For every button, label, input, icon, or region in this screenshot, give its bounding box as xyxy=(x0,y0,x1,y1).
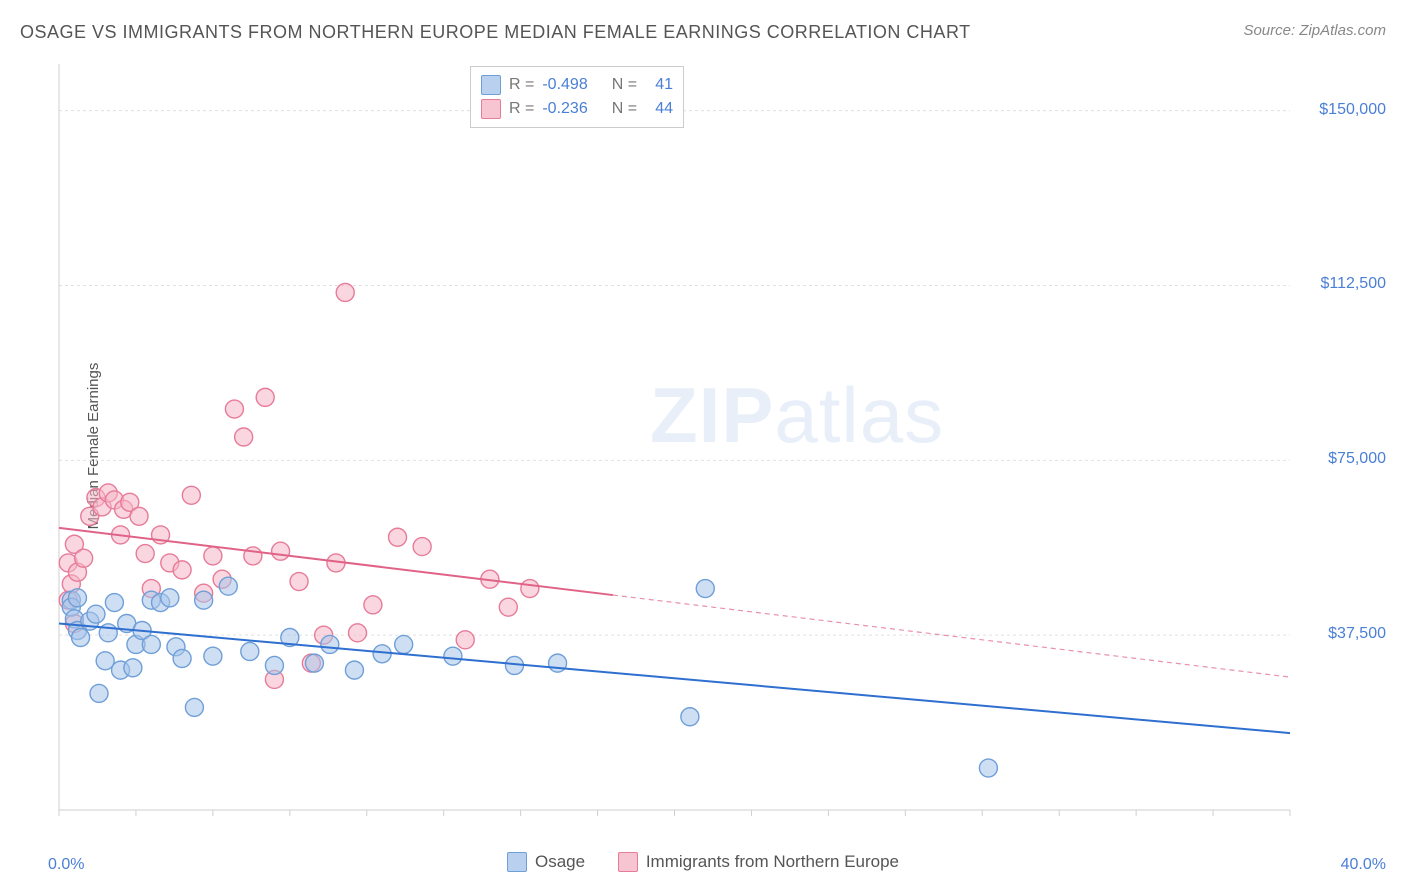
chart-title: OSAGE VS IMMIGRANTS FROM NORTHERN EUROPE… xyxy=(20,22,971,43)
r-label: R = xyxy=(509,73,534,97)
r-value-immigrants: -0.236 xyxy=(542,97,587,121)
swatch-immigrants xyxy=(481,99,501,119)
correlation-row-immigrants: R = -0.236 N = 44 xyxy=(481,97,673,121)
y-tick-label: $75,000 xyxy=(1328,450,1386,468)
r-value-osage: -0.498 xyxy=(542,73,587,97)
scatter-plot-svg xyxy=(55,62,1390,840)
y-tick-label: $37,500 xyxy=(1328,625,1386,643)
n-value-osage: 41 xyxy=(645,73,673,97)
legend-swatch-immigrants xyxy=(618,852,638,872)
correlation-row-osage: R = -0.498 N = 41 xyxy=(481,73,673,97)
n-label: N = xyxy=(612,73,637,97)
legend-label-osage: Osage xyxy=(535,852,585,872)
correlation-box: R = -0.498 N = 41 R = -0.236 N = 44 xyxy=(470,66,684,128)
legend-label-immigrants: Immigrants from Northern Europe xyxy=(646,852,899,872)
legend-swatch-osage xyxy=(507,852,527,872)
source-attribution: Source: ZipAtlas.com xyxy=(1243,22,1386,39)
swatch-osage xyxy=(481,75,501,95)
n-label: N = xyxy=(612,97,637,121)
n-value-immigrants: 44 xyxy=(645,97,673,121)
bottom-legend: Osage Immigrants from Northern Europe xyxy=(0,852,1406,877)
r-label: R = xyxy=(509,97,534,121)
plot-area xyxy=(55,62,1390,840)
y-tick-label: $112,500 xyxy=(1320,275,1386,293)
legend-item-osage: Osage xyxy=(507,852,585,872)
legend-item-immigrants: Immigrants from Northern Europe xyxy=(618,852,899,872)
y-tick-label: $150,000 xyxy=(1319,101,1386,119)
